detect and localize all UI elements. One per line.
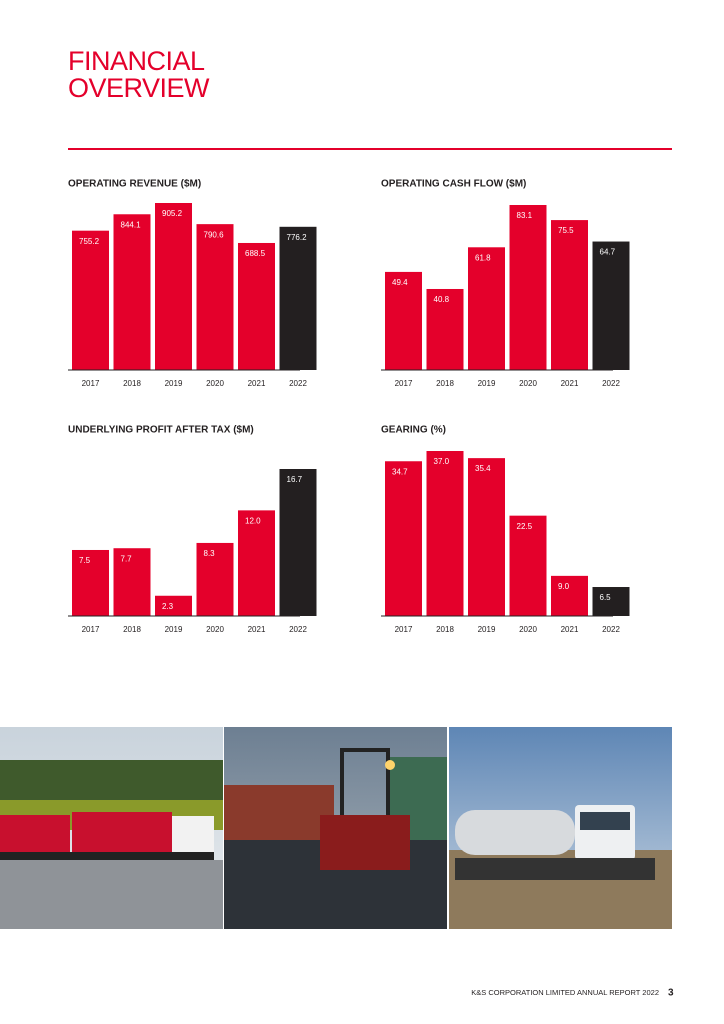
bar <box>238 242 275 370</box>
value-label: 776.2 <box>287 233 308 242</box>
x-tick-label: 2018 <box>123 379 141 388</box>
value-label: 844.1 <box>121 220 142 229</box>
x-tick-label: 2020 <box>206 625 224 634</box>
bar <box>279 469 317 616</box>
value-label: 35.4 <box>475 464 491 473</box>
value-label: 22.5 <box>517 522 533 531</box>
value-label: 6.5 <box>600 593 612 602</box>
bar <box>551 220 588 370</box>
x-tick-label: 2020 <box>519 379 537 388</box>
x-tick-label: 2017 <box>395 625 413 634</box>
chart-title: UNDERLYING PROFIT AFTER TAX ($M) <box>68 425 254 436</box>
value-label: 8.3 <box>204 549 216 558</box>
value-label: 64.7 <box>600 248 616 257</box>
bar <box>509 205 547 370</box>
bar <box>113 214 151 370</box>
photo-road-train <box>0 727 223 929</box>
x-tick-label: 2021 <box>561 379 579 388</box>
bar <box>155 203 192 370</box>
photo-forklift <box>224 727 447 929</box>
value-label: 37.0 <box>434 457 450 466</box>
bar <box>509 515 547 616</box>
x-tick-label: 2017 <box>395 379 413 388</box>
value-label: 905.2 <box>162 209 183 218</box>
bar <box>426 288 464 370</box>
value-label: 40.8 <box>434 295 450 304</box>
page-number: 3 <box>668 988 674 999</box>
value-label: 790.6 <box>204 230 225 239</box>
divider <box>68 148 672 150</box>
value-label: 34.7 <box>392 467 408 476</box>
value-label: 7.5 <box>79 556 91 565</box>
x-tick-label: 2022 <box>602 625 620 634</box>
value-label: 83.1 <box>517 211 533 220</box>
value-label: 12.0 <box>245 516 261 525</box>
x-tick-label: 2021 <box>248 625 266 634</box>
x-tick-label: 2019 <box>165 625 183 634</box>
chart-title: OPERATING CASH FLOW ($M) <box>381 179 526 190</box>
bar <box>155 595 192 616</box>
x-tick-label: 2022 <box>289 379 307 388</box>
bar <box>72 230 109 370</box>
value-label: 7.7 <box>121 554 133 563</box>
x-tick-label: 2017 <box>82 625 100 634</box>
chart-title: GEARING (%) <box>381 425 446 436</box>
bar <box>468 458 505 616</box>
x-tick-label: 2020 <box>206 379 224 388</box>
x-tick-label: 2020 <box>519 625 537 634</box>
bar <box>196 224 234 370</box>
value-label: 61.8 <box>475 253 491 262</box>
x-tick-label: 2022 <box>289 625 307 634</box>
value-label: 49.4 <box>392 278 408 287</box>
footer-text: K&S CORPORATION LIMITED ANNUAL REPORT 20… <box>471 988 659 997</box>
value-label: 2.3 <box>162 602 174 611</box>
x-tick-label: 2021 <box>248 379 266 388</box>
x-tick-label: 2018 <box>123 625 141 634</box>
chart-title: OPERATING REVENUE ($M) <box>68 179 201 190</box>
x-tick-label: 2019 <box>478 625 496 634</box>
bar <box>385 271 422 370</box>
x-tick-label: 2017 <box>82 379 100 388</box>
bar <box>279 226 317 370</box>
bar <box>592 241 630 370</box>
bar <box>468 247 505 370</box>
page-title: FINANCIAL OVERVIEW <box>68 46 210 103</box>
bar <box>72 549 109 616</box>
bar <box>196 542 234 616</box>
bar <box>238 510 275 616</box>
photo-tanker <box>449 727 672 929</box>
x-tick-label: 2019 <box>165 379 183 388</box>
bar <box>113 548 151 616</box>
bar <box>385 461 422 616</box>
bar <box>426 451 464 616</box>
x-tick-label: 2018 <box>436 379 454 388</box>
value-label: 688.5 <box>245 249 266 258</box>
x-tick-label: 2021 <box>561 625 579 634</box>
value-label: 75.5 <box>558 226 574 235</box>
value-label: 16.7 <box>287 475 303 484</box>
value-label: 9.0 <box>558 582 570 591</box>
bar <box>592 587 630 616</box>
x-tick-label: 2019 <box>478 379 496 388</box>
bar <box>551 575 588 616</box>
x-tick-label: 2022 <box>602 379 620 388</box>
value-label: 755.2 <box>79 237 100 246</box>
x-tick-label: 2018 <box>436 625 454 634</box>
